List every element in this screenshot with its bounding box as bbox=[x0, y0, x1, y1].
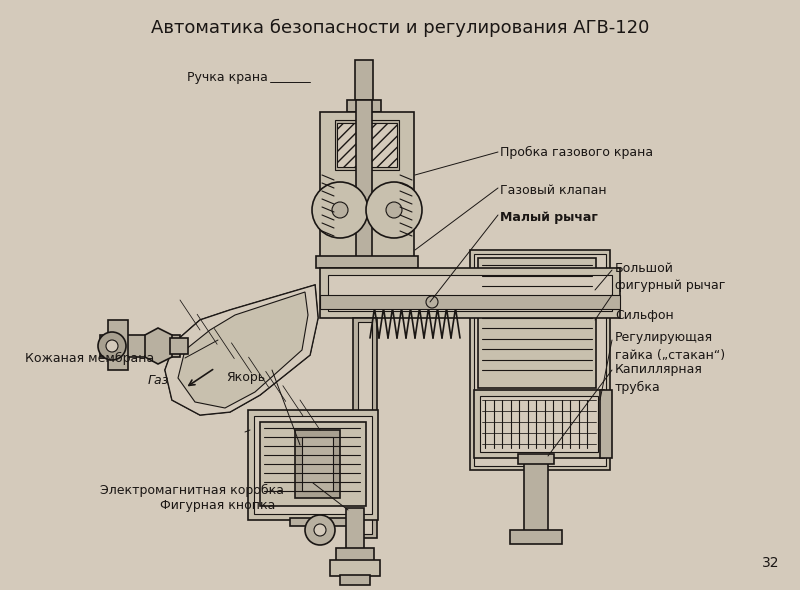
Circle shape bbox=[305, 515, 335, 545]
Bar bbox=[320, 112, 414, 260]
Polygon shape bbox=[178, 292, 308, 408]
Polygon shape bbox=[165, 285, 318, 415]
Bar bbox=[248, 410, 378, 520]
Bar bbox=[320, 268, 620, 318]
Text: Фигурная кнопка: Фигурная кнопка bbox=[160, 499, 275, 512]
Text: Сильфон: Сильфон bbox=[615, 309, 674, 322]
Bar bbox=[330, 560, 380, 576]
Bar bbox=[290, 518, 350, 526]
Bar bbox=[470, 250, 610, 470]
Text: фигурный рычаг: фигурный рычаг bbox=[615, 278, 726, 291]
Bar bbox=[474, 254, 606, 466]
Bar bbox=[302, 437, 333, 491]
Circle shape bbox=[98, 332, 126, 360]
Bar bbox=[355, 60, 373, 102]
Bar bbox=[337, 123, 397, 167]
Bar bbox=[347, 100, 381, 112]
Bar bbox=[254, 416, 372, 514]
Bar bbox=[510, 530, 562, 544]
Circle shape bbox=[332, 202, 348, 218]
Text: Газовый клапан: Газовый клапан bbox=[500, 183, 606, 196]
Bar bbox=[480, 396, 598, 452]
Text: Кожаная мембрана: Кожаная мембрана bbox=[25, 352, 154, 365]
Bar bbox=[336, 548, 374, 562]
Text: Малый рычаг: Малый рычаг bbox=[500, 211, 598, 225]
Bar bbox=[358, 322, 372, 534]
Bar bbox=[478, 258, 596, 388]
Text: Автоматика безопасности и регулирования АГВ-120: Автоматика безопасности и регулирования … bbox=[151, 19, 649, 37]
Bar bbox=[474, 390, 604, 458]
Circle shape bbox=[312, 182, 368, 238]
Circle shape bbox=[106, 340, 118, 352]
Text: 32: 32 bbox=[762, 556, 779, 570]
Text: Газ: Газ bbox=[148, 373, 170, 386]
Polygon shape bbox=[165, 285, 318, 415]
Circle shape bbox=[314, 524, 326, 536]
Text: Электромагнитная коробка: Электромагнитная коробка bbox=[100, 483, 284, 497]
Bar bbox=[295, 430, 340, 498]
Text: Капиллярная: Капиллярная bbox=[615, 363, 703, 376]
Bar bbox=[335, 120, 399, 170]
Bar bbox=[260, 422, 366, 506]
Circle shape bbox=[386, 202, 402, 218]
Bar bbox=[328, 275, 612, 311]
Bar bbox=[320, 295, 620, 309]
Bar bbox=[356, 100, 372, 260]
Bar bbox=[600, 390, 612, 458]
Text: Ручка крана: Ручка крана bbox=[187, 71, 268, 84]
Text: Пробка газового крана: Пробка газового крана bbox=[500, 146, 653, 159]
Bar bbox=[524, 456, 548, 536]
Bar bbox=[100, 335, 180, 357]
Circle shape bbox=[426, 296, 438, 308]
Text: гайка („стакан“): гайка („стакан“) bbox=[615, 349, 725, 362]
Bar bbox=[518, 454, 554, 464]
Text: Регулирующая: Регулирующая bbox=[615, 332, 713, 345]
Bar bbox=[346, 508, 364, 550]
Bar bbox=[108, 320, 128, 370]
Bar bbox=[353, 318, 377, 538]
Text: Большой: Большой bbox=[615, 261, 674, 274]
Bar bbox=[170, 338, 188, 354]
Bar bbox=[316, 256, 418, 268]
Text: трубка: трубка bbox=[615, 381, 661, 394]
Polygon shape bbox=[145, 328, 172, 364]
Bar bbox=[340, 575, 370, 585]
Circle shape bbox=[366, 182, 422, 238]
Text: Якорь: Якорь bbox=[226, 372, 265, 385]
